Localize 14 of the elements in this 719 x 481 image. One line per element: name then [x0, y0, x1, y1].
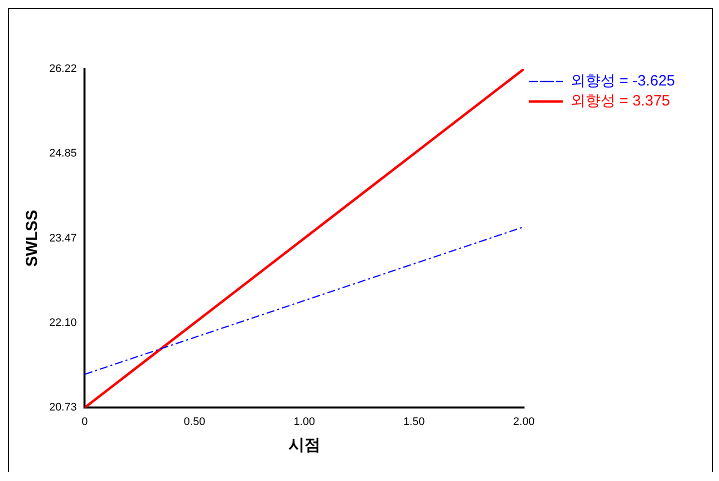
x-axis-title: 시점: [288, 436, 320, 454]
legend-label: 외향성 = -3.625: [570, 72, 676, 90]
y-tick-label: 26.22: [49, 63, 77, 76]
y-tick-label: 20.73: [49, 402, 77, 414]
x-tick-label: 0: [82, 416, 88, 428]
x-tick-label: 1.50: [403, 416, 425, 428]
y-tick-label: 22.10: [49, 317, 77, 330]
y-tick-label: 23.47: [49, 232, 77, 245]
x-tick-label: 2.00: [513, 416, 535, 428]
x-tick-label: 1.00: [294, 416, 316, 428]
x-tick-label: 0.50: [184, 416, 206, 428]
y-tick-label: 24.85: [49, 148, 77, 160]
legend-label: 외향성 = 3.375: [570, 92, 670, 110]
y-axis-title: SWLSS: [24, 210, 42, 267]
